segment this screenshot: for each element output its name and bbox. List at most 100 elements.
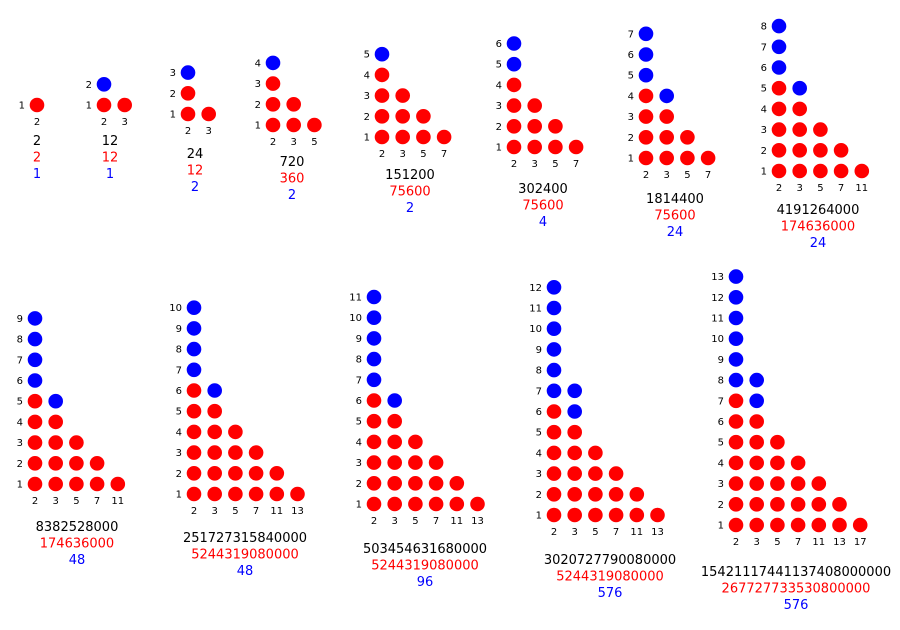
row-label: 2	[628, 133, 634, 144]
row-label: 2	[718, 500, 724, 511]
blue-dot	[728, 352, 744, 367]
red-value: 12	[187, 164, 204, 179]
red-dot	[680, 150, 695, 166]
row-label: 4	[255, 58, 261, 69]
red-dot	[48, 414, 63, 430]
red-dot	[286, 97, 302, 112]
blue-dot	[180, 65, 196, 80]
red-dot	[366, 393, 382, 408]
red-value: 5244319080000	[191, 548, 299, 563]
number-value: 251727315840000	[183, 531, 307, 546]
red-dot	[290, 486, 305, 502]
red-dot	[428, 496, 444, 512]
row-label: 10	[349, 313, 362, 324]
row-label: 1	[176, 490, 182, 501]
row-label: 2	[364, 112, 370, 123]
blue-value: 1	[106, 167, 114, 182]
red-dot	[449, 496, 465, 512]
prime-label: 3	[392, 516, 398, 527]
blue-dot	[96, 77, 112, 92]
blue-dot	[186, 300, 202, 316]
row-label: 3	[718, 479, 724, 490]
prime-label: 5	[73, 496, 79, 507]
row-label: 2	[86, 80, 92, 91]
red-value: 75600	[389, 185, 430, 200]
red-dot	[207, 466, 222, 481]
row-label: 8	[536, 366, 542, 377]
red-dot	[650, 507, 665, 523]
red-dot	[546, 404, 562, 419]
red-dot	[117, 97, 132, 113]
red-dot	[506, 119, 522, 134]
blue-value: 24	[667, 225, 684, 240]
red-dot	[811, 517, 827, 533]
red-dot	[527, 98, 542, 113]
row-label: 1	[536, 511, 542, 522]
red-dot	[180, 86, 196, 101]
row-label: 11	[349, 293, 362, 304]
row-label: 3	[536, 469, 542, 480]
blue-dot	[366, 351, 382, 367]
red-dot	[207, 445, 222, 460]
red-dot	[790, 497, 806, 512]
red-dot	[728, 393, 744, 409]
row-label: 2	[170, 89, 176, 100]
red-dot	[89, 456, 105, 471]
red-dot	[374, 88, 390, 103]
blue-dot	[186, 321, 202, 336]
blue-dot	[207, 383, 222, 398]
red-dot	[374, 67, 390, 83]
prime-label: 2	[101, 117, 107, 128]
red-dot	[387, 496, 403, 512]
red-dot	[638, 109, 654, 124]
blue-dot	[546, 362, 562, 378]
prime-label: 3	[206, 126, 212, 137]
red-dot	[366, 455, 382, 470]
red-dot	[608, 466, 624, 481]
row-label: 1	[86, 101, 92, 112]
red-dot	[568, 139, 584, 155]
red-dot	[854, 163, 870, 179]
prime-label: 3	[53, 496, 59, 507]
row-label: 3	[17, 438, 23, 449]
prime-label: 5	[774, 537, 780, 548]
red-dot	[228, 486, 243, 502]
prime-label: 7	[253, 506, 259, 517]
row-label: 7	[718, 396, 724, 407]
blue-dot	[728, 290, 744, 305]
red-dot	[588, 466, 603, 481]
blue-dot	[546, 280, 562, 295]
row-label: 1	[17, 480, 23, 491]
blue-dot	[728, 310, 744, 326]
row-label: 1	[364, 133, 370, 144]
blue-dot	[638, 67, 654, 83]
red-dot	[813, 143, 828, 158]
red-dot	[366, 496, 382, 512]
row-label: 6	[17, 376, 23, 387]
red-dot	[110, 476, 126, 492]
red-dot	[269, 466, 285, 481]
number-value: 12	[102, 134, 119, 149]
row-label: 4	[364, 70, 370, 81]
row-label: 5	[364, 50, 370, 61]
red-dot	[29, 97, 45, 113]
prime-label: 11	[812, 537, 825, 548]
row-label: 6	[718, 417, 724, 428]
red-dot	[588, 507, 603, 523]
red-dot	[770, 434, 785, 450]
blue-dot	[374, 46, 390, 62]
prime-label: 7	[94, 496, 100, 507]
red-dot	[548, 139, 563, 155]
row-label: 3	[255, 79, 261, 90]
blue-dot	[771, 39, 787, 55]
red-dot	[638, 88, 654, 104]
prime-label: 5	[684, 170, 690, 181]
row-label: 1	[761, 167, 767, 178]
prime-label: 2	[643, 170, 649, 181]
red-dot	[248, 486, 264, 502]
prime-label: 11	[270, 506, 283, 517]
red-dot	[408, 455, 423, 470]
